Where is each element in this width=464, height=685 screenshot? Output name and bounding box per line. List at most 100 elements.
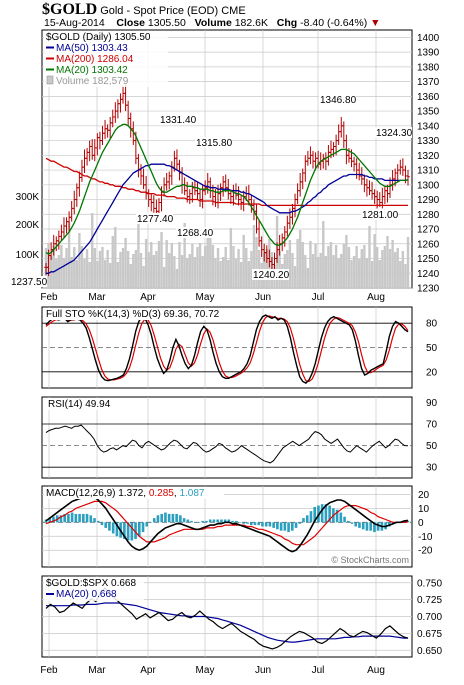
volume-bar (234, 259, 238, 288)
ratio-xtick-label: May (196, 665, 215, 676)
price-ytick-label: 1260 (417, 239, 440, 250)
macd-histogram-bar (335, 509, 339, 523)
change-label: Chg (276, 17, 298, 29)
volume-bar (62, 258, 66, 288)
macd-histogram-bar (74, 513, 78, 523)
macd-histogram-bar (313, 506, 317, 523)
volume-bar (350, 260, 353, 288)
volume-bar (347, 247, 351, 288)
macd-histogram-bar (201, 520, 205, 523)
price-annotation: 1331.40 (159, 114, 197, 126)
sto-chart-title: Full STO %K(14,3) %D(3) 69.36, 70.72 (46, 309, 220, 320)
volume-bar (229, 228, 233, 288)
volume-bar (60, 245, 63, 288)
macd-histogram-bar (298, 522, 302, 524)
ratio-legend-bg (44, 577, 144, 601)
price-annotation-bg (136, 213, 173, 224)
price-chart-title: $GOLD (Daily) 1305.50 (46, 32, 151, 43)
volume-bar (355, 246, 358, 288)
close-label: Close (116, 17, 145, 29)
volume-tick-label: 300K (16, 192, 40, 203)
ratio-xtick-label: Apr (140, 665, 156, 676)
change-value: -8.40 (-0.64%) (300, 17, 368, 29)
volume-bar (301, 242, 304, 288)
macd-histogram-bar (197, 522, 201, 523)
sto-legend-bg (44, 308, 259, 320)
volume-bar (96, 261, 99, 288)
macd-histogram-bar (160, 513, 163, 523)
macd-histogram-bar (238, 522, 242, 523)
ratio-ytick-label: 0.750 (417, 578, 442, 589)
macd-histogram-bar (358, 522, 361, 528)
volume-bar (298, 230, 302, 288)
volume-bar (388, 249, 392, 288)
macd-histogram-bar (164, 512, 167, 523)
price-ytick-label: 1270 (417, 225, 440, 236)
macd-histogram-bar (63, 513, 66, 523)
volume-bar (121, 248, 125, 288)
legend-entry: MA(50) 1303.43 (56, 43, 128, 54)
volume-bar (345, 235, 348, 288)
volume-bar (319, 253, 322, 288)
macd-histogram-bar (287, 522, 290, 533)
volume-bar (65, 248, 68, 288)
macd-histogram-bar (67, 513, 70, 523)
macd-histogram-bar (123, 522, 126, 540)
volume-bar (142, 266, 145, 288)
volume-bar (227, 260, 230, 288)
ratio-ma-line (46, 602, 408, 643)
volume-bar (383, 246, 387, 288)
volume-bar (160, 232, 163, 288)
volume-bar (206, 237, 209, 288)
macd-histogram-bar (78, 513, 81, 523)
macd-histogram-bar (283, 522, 287, 531)
volume-bar (198, 243, 202, 288)
volume-bar (399, 261, 402, 288)
macd-histogram-bar (48, 518, 52, 523)
volume-bar (363, 245, 366, 288)
macd-histogram-bar (227, 519, 231, 523)
price-annotation-bg (176, 227, 213, 238)
rsi-legend: RSI(14) 49.94 (44, 398, 129, 410)
ratio-xtick-label: Jun (255, 665, 271, 676)
macd-ytick-label: -10 (418, 532, 433, 543)
rsi-ytick-label: 50 (426, 441, 438, 452)
volume-value: 182.6K (234, 17, 268, 29)
macd-histogram-bar (264, 522, 268, 527)
chart-header-line2: 15-Aug-2014 Close 1305.50 Volume 182.6K … (44, 17, 381, 29)
price-annotation-bg (195, 137, 232, 148)
price-ytick-label: 1350 (417, 107, 440, 118)
macd-histogram-bar (126, 522, 130, 541)
volume-bar (342, 244, 346, 288)
volume-bar (70, 257, 73, 288)
macd-histogram-bar (261, 522, 264, 527)
volume-bar (126, 251, 130, 288)
volume-bar (180, 255, 184, 288)
macd-ytick-label: 0 (418, 518, 424, 529)
price-ytick-label: 1330 (417, 136, 440, 147)
volume-bar (370, 261, 374, 288)
ratio-xtick-label: Mar (88, 665, 106, 676)
volume-bar (252, 225, 256, 288)
volume-bar (316, 257, 320, 288)
macd-histogram-bar (182, 518, 186, 523)
volume-bar (124, 238, 127, 288)
volume-bar (296, 239, 299, 288)
volume-bar (368, 226, 371, 288)
rsi-ytick-label: 30 (426, 463, 438, 474)
macd-histogram-bar (190, 520, 193, 523)
price-ytick-label: 1290 (417, 195, 440, 206)
volume-bar (93, 248, 96, 288)
price-xtick-label: Jul (312, 292, 325, 303)
volume-bar (219, 261, 222, 288)
quote-date: 15-Aug-2014 (44, 17, 105, 29)
macd-histogram-bar (249, 522, 253, 526)
macd-histogram-bar (141, 522, 145, 533)
price-annotation: 1277.40 (136, 213, 174, 225)
price-ytick-label: 1370 (417, 77, 440, 88)
volume-bar (91, 213, 94, 288)
volume-bar (201, 256, 204, 288)
price-ytick-label: 1240 (417, 269, 440, 280)
